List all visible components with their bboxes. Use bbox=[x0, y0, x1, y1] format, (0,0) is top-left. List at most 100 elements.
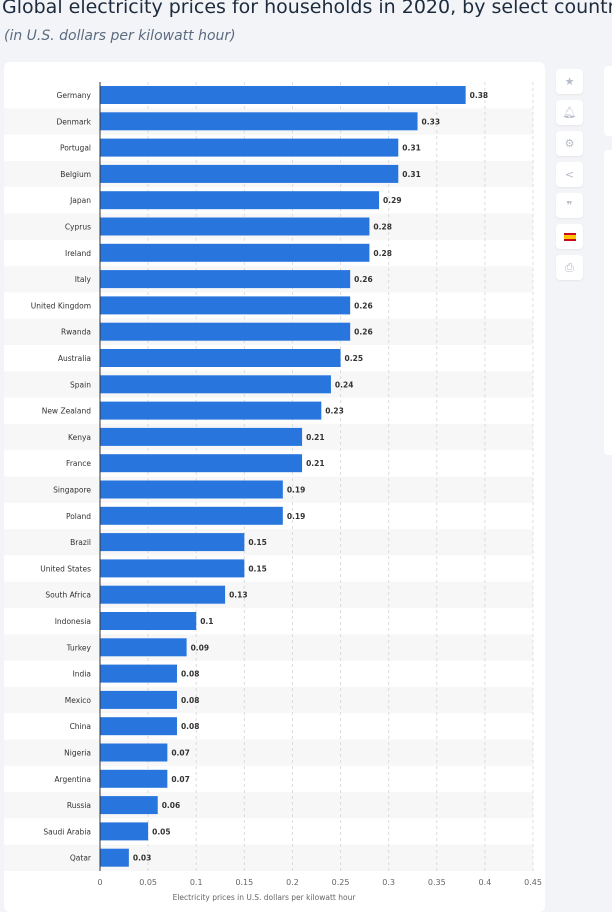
bar bbox=[100, 296, 351, 315]
row-band bbox=[4, 529, 533, 556]
x-tick-label: 0.4 bbox=[479, 878, 492, 887]
x-tick-label: 0.35 bbox=[428, 878, 446, 887]
bar bbox=[100, 743, 168, 762]
bar bbox=[100, 349, 341, 367]
category-label: Kenya bbox=[68, 433, 91, 442]
page-subtitle: (in U.S. dollars per kilowatt hour) bbox=[4, 28, 236, 44]
bar bbox=[100, 769, 168, 788]
data-label: 0.31 bbox=[402, 144, 421, 153]
gear-button[interactable]: ⚙ bbox=[556, 131, 583, 156]
category-label: Poland bbox=[66, 512, 91, 521]
bar bbox=[100, 138, 399, 157]
bar bbox=[100, 533, 245, 552]
category-label: China bbox=[70, 722, 91, 731]
x-tick-label: 0 bbox=[97, 878, 102, 887]
data-label: 0.28 bbox=[373, 223, 392, 232]
row-band bbox=[4, 792, 533, 819]
spain-flag-icon bbox=[563, 232, 576, 241]
data-label: 0.33 bbox=[422, 117, 441, 126]
category-label: Singapore bbox=[53, 486, 91, 495]
x-tick-label: 0.45 bbox=[524, 878, 542, 887]
data-label: 0.05 bbox=[152, 827, 171, 836]
category-label: India bbox=[73, 670, 91, 679]
bar bbox=[100, 375, 331, 394]
category-label: Cyprus bbox=[65, 223, 91, 232]
bar bbox=[100, 480, 283, 499]
row-band bbox=[4, 844, 533, 871]
star-icon: ★ bbox=[564, 75, 575, 88]
x-axis-title: Electricity prices in U.S. dollars per k… bbox=[173, 893, 357, 902]
bar bbox=[100, 164, 399, 183]
bell-button[interactable]: 🔔︎ bbox=[556, 100, 583, 125]
bar bbox=[100, 506, 283, 525]
x-tick-label: 0.3 bbox=[382, 878, 395, 887]
data-label: 0.25 bbox=[345, 354, 364, 363]
data-label: 0.15 bbox=[248, 564, 267, 573]
category-label: South Africa bbox=[45, 591, 91, 600]
data-label: 0.08 bbox=[181, 670, 200, 679]
category-label: Denmark bbox=[57, 117, 92, 126]
bar bbox=[100, 559, 245, 578]
category-label: Russia bbox=[67, 801, 91, 810]
data-label: 0.26 bbox=[354, 301, 373, 310]
bar-chart: 0 0.05 0.1 0.15 0.2 0.25 0.3 0.35 0.4 0.45 Germany… bbox=[4, 82, 542, 902]
x-tick-label: 0.2 bbox=[286, 878, 299, 887]
category-label: Italy bbox=[75, 275, 92, 284]
star-button[interactable]: ★ bbox=[556, 69, 583, 94]
bar bbox=[100, 217, 370, 236]
data-label: 0.31 bbox=[402, 170, 421, 179]
data-label: 0.1 bbox=[200, 617, 213, 626]
bar bbox=[100, 322, 351, 341]
data-label: 0.06 bbox=[162, 801, 181, 810]
bar bbox=[100, 690, 177, 709]
chart-card: 0 0.05 0.1 0.15 0.2 0.25 0.3 0.35 0.4 0.45 Germany… bbox=[4, 62, 545, 912]
category-label: United States bbox=[40, 564, 91, 573]
category-label: Saudi Arabia bbox=[43, 827, 91, 836]
data-label: 0.29 bbox=[383, 196, 402, 205]
data-label: 0.24 bbox=[335, 380, 354, 389]
bar bbox=[100, 401, 322, 420]
x-tick-label: 0.25 bbox=[332, 878, 350, 887]
data-label: 0.15 bbox=[248, 538, 267, 547]
right-panel bbox=[604, 66, 612, 136]
print-button[interactable]: ⎙ bbox=[556, 255, 583, 280]
bar bbox=[100, 454, 303, 473]
bar bbox=[100, 191, 380, 210]
category-label: Turkey bbox=[66, 643, 92, 652]
data-label: 0.21 bbox=[306, 459, 325, 468]
x-tick-label: 0.15 bbox=[235, 878, 253, 887]
data-label: 0.38 bbox=[470, 91, 489, 100]
bar bbox=[100, 86, 466, 104]
data-label: 0.07 bbox=[171, 775, 190, 784]
data-label: 0.21 bbox=[306, 433, 325, 442]
category-label: Belgium bbox=[60, 170, 91, 179]
category-label: Nigeria bbox=[64, 749, 91, 758]
data-label: 0.26 bbox=[354, 275, 373, 284]
category-label: Germany bbox=[57, 91, 92, 100]
x-tick-label: 0.05 bbox=[139, 878, 157, 887]
quote-button[interactable]: ❞ bbox=[556, 193, 583, 218]
data-label: 0.08 bbox=[181, 722, 200, 731]
data-label: 0.08 bbox=[181, 696, 200, 705]
category-label: Rwanda bbox=[61, 328, 91, 337]
data-label: 0.19 bbox=[287, 486, 306, 495]
row-band bbox=[4, 634, 533, 661]
right-panel bbox=[604, 150, 612, 455]
data-label: 0.19 bbox=[287, 512, 306, 521]
bar bbox=[100, 270, 351, 289]
print-icon: ⎙ bbox=[565, 260, 574, 274]
x-tick-label: 0.1 bbox=[190, 878, 203, 887]
category-label: France bbox=[66, 459, 91, 468]
category-label: New Zealand bbox=[42, 407, 92, 416]
page-title: Global electricity prices for households… bbox=[2, 0, 612, 18]
share-button[interactable]: < bbox=[556, 162, 583, 187]
category-label: Brazil bbox=[70, 538, 91, 547]
category-label: Portugal bbox=[60, 144, 91, 153]
bar bbox=[100, 796, 158, 815]
data-label: 0.28 bbox=[373, 249, 392, 258]
gear-icon: ⚙ bbox=[564, 137, 575, 150]
bar bbox=[100, 243, 370, 262]
spain-flag-button[interactable] bbox=[556, 224, 583, 249]
bar bbox=[100, 822, 149, 841]
bar bbox=[100, 664, 177, 683]
